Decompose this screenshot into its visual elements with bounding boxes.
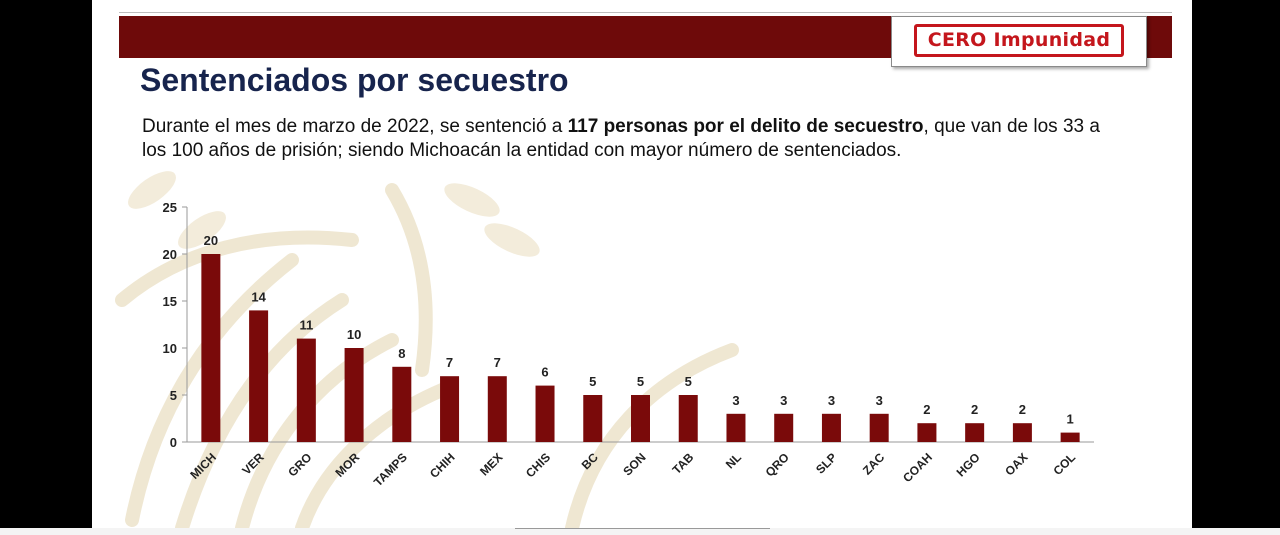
data-label: 14 — [251, 289, 266, 304]
data-label: 5 — [637, 374, 644, 389]
data-label: 2 — [971, 402, 978, 417]
data-label: 3 — [828, 393, 835, 408]
data-label: 7 — [446, 355, 453, 370]
data-label: 5 — [589, 374, 596, 389]
bar-chis — [535, 385, 555, 442]
x-tick-label: NL — [723, 450, 744, 471]
data-label: 7 — [494, 355, 501, 370]
data-label: 2 — [923, 402, 930, 417]
description-highlight: 117 personas por el delito de secuestro — [567, 116, 924, 137]
bar-gro — [296, 338, 316, 442]
x-tick-label: VER — [239, 450, 267, 478]
x-tick-label: SLP — [813, 450, 839, 476]
x-tick-label: GRO — [285, 450, 314, 479]
y-tick-label: 10 — [163, 341, 177, 356]
data-label: 2 — [1019, 402, 1026, 417]
bar-mex — [487, 376, 507, 442]
bar-chart: 051015202520MICH14VER11GRO10MOR8TAMPS7CH… — [163, 200, 1094, 489]
x-tick-label: ZAC — [860, 450, 888, 478]
x-tick-label: MEX — [477, 450, 505, 478]
watermark-emblem — [115, 171, 739, 528]
slide: CERO Impunidad Sentenciados por secuestr… — [92, 0, 1192, 528]
bar-nl — [726, 413, 746, 442]
x-tick-label: TAMPS — [371, 450, 410, 489]
bar-coah — [917, 423, 937, 442]
x-tick-label: TAB — [670, 450, 697, 477]
data-label: 3 — [732, 393, 739, 408]
x-tick-label: HGO — [954, 450, 983, 479]
data-label: 5 — [685, 374, 692, 389]
y-tick-label: 20 — [163, 247, 177, 262]
bar-mor — [344, 348, 364, 442]
data-label: 1 — [1067, 412, 1074, 427]
y-tick-label: 0 — [170, 435, 177, 450]
x-tick-label: CHIS — [523, 450, 553, 480]
bar-qro — [774, 413, 794, 442]
bar-chih — [440, 376, 460, 442]
data-label: 11 — [299, 318, 313, 333]
bar-col — [1060, 432, 1080, 442]
data-label: 20 — [204, 233, 218, 248]
x-tick-label: SON — [620, 450, 648, 478]
data-label: 3 — [876, 393, 883, 408]
x-tick-label: CHIH — [427, 450, 458, 481]
x-tick-label: COAH — [900, 450, 935, 485]
x-tick-label: MOR — [333, 450, 363, 480]
description-text-end: , que van de los 33 a los 100 años de pr… — [142, 116, 1100, 161]
bar-son — [631, 395, 650, 442]
bar-hgo — [965, 423, 985, 442]
bar-oax — [1012, 423, 1032, 442]
data-label: 6 — [541, 365, 548, 380]
x-tick-label: COL — [1050, 450, 1078, 478]
y-tick-label: 15 — [163, 294, 177, 309]
page-title: Sentenciados por secuestro — [140, 62, 569, 98]
data-label: 3 — [780, 393, 787, 408]
header-divider — [119, 12, 1172, 13]
y-tick-label: 5 — [170, 388, 177, 403]
data-label: 10 — [347, 327, 361, 342]
description-text-start: Durante el mes de marzo de 2022, se sent… — [142, 116, 568, 137]
x-tick-label: MICH — [187, 450, 219, 482]
bottom-strip — [0, 528, 1280, 535]
data-label: 8 — [398, 346, 405, 361]
y-tick-label: 25 — [163, 200, 177, 215]
x-tick-label: OAX — [1002, 450, 1030, 478]
slide-description: Durante el mes de marzo de 2022, se sent… — [142, 115, 1102, 163]
bar-tamps — [392, 366, 412, 442]
bar-bc — [583, 395, 603, 442]
bottom-strip-line — [515, 528, 770, 529]
cero-impunidad-logo: CERO Impunidad — [891, 16, 1147, 67]
bar-mich — [201, 254, 221, 442]
x-tick-label: BC — [579, 450, 601, 472]
x-tick-label: QRO — [763, 450, 792, 479]
bar-ver — [249, 310, 269, 442]
logo-stamp-text: CERO Impunidad — [914, 24, 1124, 57]
bar-slp — [821, 413, 841, 442]
bar-zac — [869, 413, 889, 442]
bar-tab — [678, 395, 698, 442]
